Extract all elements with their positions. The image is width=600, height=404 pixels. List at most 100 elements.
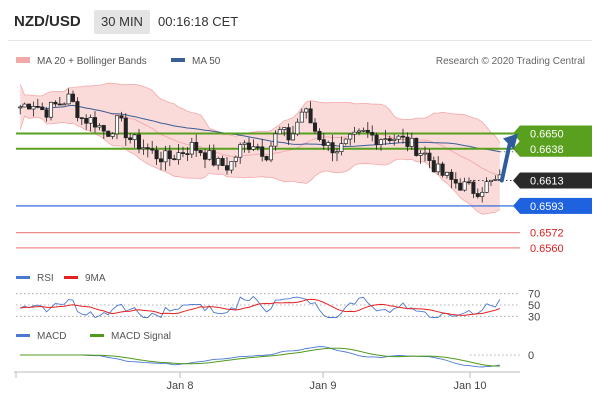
time-axis-label: Jan 10 — [453, 380, 486, 392]
candle-body — [167, 150, 172, 160]
resistance-label-tip — [513, 125, 520, 142]
candle-body — [35, 106, 40, 108]
last-price-tip — [513, 172, 520, 189]
candle-body — [409, 137, 414, 147]
last-price-box — [520, 172, 592, 189]
legend-ma20-bb: MA 20 + Bollinger Bands — [37, 56, 147, 67]
legend-ma50: MA 50 — [192, 56, 221, 67]
legend-macd-signal: MACD Signal — [111, 331, 171, 342]
candle-body — [374, 134, 379, 145]
candle-body — [277, 129, 282, 135]
candle-body — [53, 101, 58, 105]
candle-body — [194, 141, 199, 151]
candle-body — [106, 130, 111, 137]
candle-body — [48, 101, 54, 118]
time-axis-label: Jan 9 — [310, 380, 337, 392]
candle-body — [299, 111, 304, 123]
candle-body — [264, 156, 269, 161]
candle-body — [158, 158, 164, 163]
candle-body — [211, 150, 216, 166]
candle-body — [458, 182, 463, 191]
candle-body — [132, 134, 137, 141]
candle-body — [18, 106, 23, 109]
candle-body — [361, 129, 366, 132]
candle-body — [97, 125, 102, 128]
candle-body — [128, 137, 133, 141]
rsi-ma-line — [20, 298, 500, 316]
candle-body — [229, 161, 234, 171]
candle-body — [418, 152, 423, 156]
candle-body — [216, 158, 221, 166]
candle-body — [88, 117, 93, 124]
projection-arrow-head — [503, 133, 518, 150]
pivot-label: 0.6572 — [530, 228, 564, 240]
candle-body — [238, 144, 243, 158]
candle-body — [339, 143, 344, 153]
candle-body — [475, 193, 480, 197]
legend-swatch-rsi-ma — [64, 276, 78, 279]
candle-body — [31, 106, 36, 110]
support-label-box — [520, 197, 592, 214]
candle-body — [119, 115, 124, 119]
candle-body — [431, 160, 436, 173]
candle-body — [290, 133, 296, 141]
candle-body — [484, 181, 489, 193]
resistance-label-box — [520, 125, 592, 142]
legend-swatch-macd-signal — [90, 334, 104, 337]
rsi-level-label: 50 — [528, 300, 540, 312]
time-axis-label: Jan 8 — [167, 380, 194, 392]
candle-body — [62, 103, 67, 106]
candle-body — [378, 139, 384, 145]
candle-body — [22, 103, 27, 108]
rsi-level-label: 30 — [528, 311, 540, 323]
legend-swatch-ma50 — [171, 58, 185, 62]
candle-body — [400, 135, 406, 138]
candle-body — [233, 156, 238, 162]
candle-body — [268, 145, 274, 161]
currency-pair: NZD/USD — [14, 13, 81, 30]
candle-body — [44, 109, 49, 118]
header-divider — [8, 40, 592, 41]
candle-body — [387, 138, 392, 141]
candle-body — [365, 129, 370, 133]
candle-body — [40, 106, 45, 111]
candle-body — [172, 158, 177, 161]
candle-body — [321, 139, 326, 146]
candle-body — [282, 127, 287, 130]
candle-body — [26, 103, 32, 110]
pivot-label: 0.6560 — [530, 243, 564, 255]
candle-body — [330, 142, 335, 154]
legend-rsi: RSI — [37, 273, 54, 284]
candle-body — [383, 138, 388, 140]
candle-body — [255, 146, 260, 149]
macd-signal-line — [20, 347, 500, 367]
macd-panel: 0 — [20, 346, 534, 368]
candle-body — [185, 153, 190, 155]
support-label-tip — [513, 197, 520, 214]
candle-body — [308, 108, 313, 124]
candle-body — [202, 152, 208, 160]
candle-body — [123, 117, 128, 139]
projection-arrow-shaft — [499, 140, 512, 183]
candle-body — [154, 149, 159, 160]
candle-body — [405, 136, 410, 147]
bollinger-lower — [19, 115, 501, 215]
candle-body — [246, 142, 252, 150]
candle-body — [141, 147, 146, 150]
candle-body — [440, 163, 445, 176]
price-panel: 0.6650 0.6638 0.6613 0.6593 0.6572 0.6560 — [16, 82, 592, 255]
candle-body — [449, 171, 454, 180]
candle-body — [304, 108, 309, 113]
candle-body — [396, 135, 401, 140]
candle-body — [312, 122, 318, 132]
timeframe-button[interactable]: 30 MIN — [94, 10, 150, 34]
candle-body — [317, 130, 322, 140]
candle-body — [145, 147, 150, 150]
candle-body — [136, 134, 142, 150]
research-credit: Research © 2020 Trading Central — [436, 56, 585, 67]
candle-body — [92, 117, 98, 128]
candle-body — [488, 179, 494, 182]
candle-body — [176, 152, 181, 161]
